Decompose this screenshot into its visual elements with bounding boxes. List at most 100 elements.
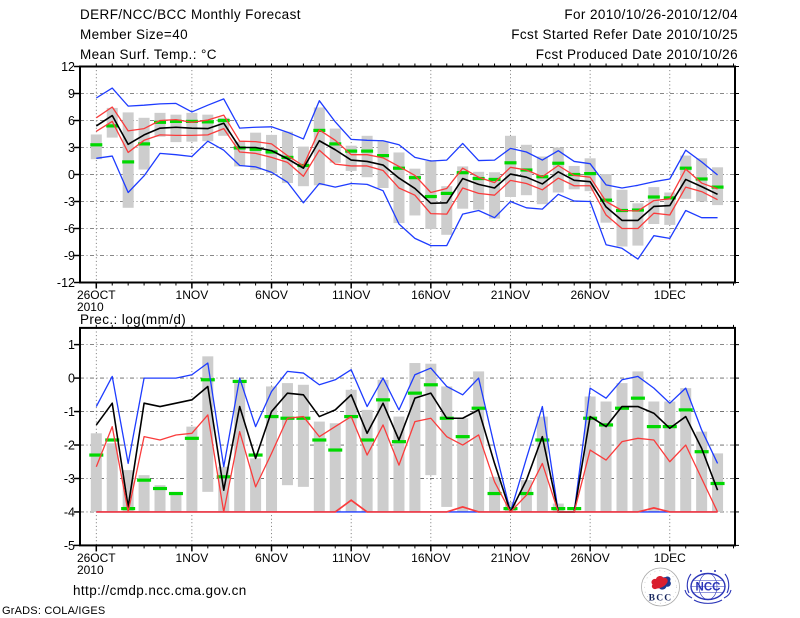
green-dash xyxy=(631,208,644,212)
green-dash xyxy=(361,149,374,153)
green-dash xyxy=(216,475,231,479)
green-dash xyxy=(376,398,391,402)
spread-bar xyxy=(600,174,612,223)
green-dash xyxy=(456,171,469,175)
green-dash xyxy=(169,119,182,123)
spread-bar xyxy=(680,155,692,199)
green-dash xyxy=(329,142,342,146)
y-tick-label: -3 xyxy=(64,472,75,486)
y-tick-label: 12 xyxy=(61,60,75,74)
green-dash xyxy=(328,448,343,452)
title-line-2: Member Size=40 xyxy=(80,27,189,42)
fcst-start-date-label: Fcst Started Refer Date 2010/10/25 xyxy=(511,27,738,42)
spread-bar xyxy=(616,189,628,247)
spread-bar xyxy=(186,426,198,512)
green-dash xyxy=(504,161,517,165)
spread-bar xyxy=(664,192,676,225)
spread-bar xyxy=(170,114,182,143)
x-tick-label: 1NOV xyxy=(176,551,209,565)
green-dash xyxy=(679,166,692,170)
green-dash xyxy=(695,177,708,181)
y-tick-label: -3 xyxy=(64,195,75,209)
green-dash xyxy=(455,435,470,439)
green-dash xyxy=(122,160,135,164)
x-tick-label: 26NOV xyxy=(570,551,609,565)
green-dash xyxy=(217,118,230,123)
spread-bar xyxy=(361,135,373,178)
green-dash xyxy=(647,195,660,199)
spread-bar xyxy=(218,117,230,136)
fcst-produced-date-label: Fcst Produced Date 2010/10/26 xyxy=(535,47,738,62)
temp-chart-title: Mean Surf. Temp.: °C xyxy=(80,47,217,62)
spread-bar xyxy=(568,165,580,190)
y-tick-label: 0 xyxy=(68,372,75,386)
green-dash xyxy=(89,453,104,457)
green-dash xyxy=(471,406,486,410)
spread-bar xyxy=(266,134,278,174)
x-tick-label: 16NOV xyxy=(411,551,450,565)
spread-bar xyxy=(664,401,676,512)
green-dash xyxy=(424,194,437,199)
green-dash xyxy=(265,150,278,154)
green-dash xyxy=(168,491,183,496)
green-dash xyxy=(90,143,103,147)
spread-bar xyxy=(536,156,548,205)
green-dash xyxy=(392,166,405,170)
y-tick-label: -2 xyxy=(64,439,75,453)
y-tick-label: 0 xyxy=(68,168,75,182)
green-dash xyxy=(153,486,168,491)
y-tick-label: 6 xyxy=(68,114,75,128)
x-tick-label: 1NOV xyxy=(176,288,209,302)
green-dash xyxy=(423,383,438,387)
x-tick-label: 11NOV xyxy=(332,551,370,565)
green-dash xyxy=(360,438,375,442)
x-tick-label: 6NOV xyxy=(255,288,288,302)
spread-bar xyxy=(473,371,485,512)
green-dash xyxy=(106,124,119,128)
bcc-logo: BCC xyxy=(641,567,680,607)
series-blue xyxy=(95,362,719,513)
spread-bar xyxy=(504,501,516,512)
spread-bar xyxy=(170,491,182,512)
green-dash xyxy=(249,147,262,151)
green-dash xyxy=(408,176,421,180)
green-dash xyxy=(391,440,406,444)
spread-bar xyxy=(457,418,469,512)
x-tick-label: 26OCT xyxy=(77,288,116,302)
x-tick-year: 2010 xyxy=(77,300,104,314)
x-tick-label: 21NOV xyxy=(491,551,530,565)
spread-bar xyxy=(266,386,278,512)
green-dash xyxy=(377,154,390,158)
spread-bar xyxy=(409,168,421,216)
green-dash xyxy=(105,438,120,442)
green-dash xyxy=(614,406,629,410)
y-tick-label: -6 xyxy=(64,222,75,236)
spread-bar xyxy=(473,171,485,210)
green-dash xyxy=(488,177,501,182)
green-dash xyxy=(630,396,645,400)
green-dash xyxy=(600,198,613,202)
ncc-logo: NCC xyxy=(684,570,732,604)
y-tick-label: -5 xyxy=(64,539,75,553)
y-tick-label: -12 xyxy=(57,276,75,290)
spread-bar xyxy=(345,145,357,171)
series-black xyxy=(95,385,719,513)
spread-bar xyxy=(616,383,628,512)
x-tick-label: 6NOV xyxy=(255,551,288,565)
spread-bar xyxy=(281,383,293,486)
series-red xyxy=(95,414,719,513)
bcc-logo-text: BCC xyxy=(649,594,673,604)
green-dash xyxy=(552,161,565,165)
x-tick-label: 26OCT xyxy=(77,551,116,565)
green-dash xyxy=(646,425,661,429)
y-tick-label: -1 xyxy=(64,405,75,419)
green-dash xyxy=(154,120,167,124)
spread-bar xyxy=(90,134,102,160)
x-tick-label: 1DEC xyxy=(654,288,686,302)
green-dash xyxy=(137,478,152,482)
plot-frame xyxy=(79,326,736,547)
spread-bar xyxy=(122,112,134,208)
